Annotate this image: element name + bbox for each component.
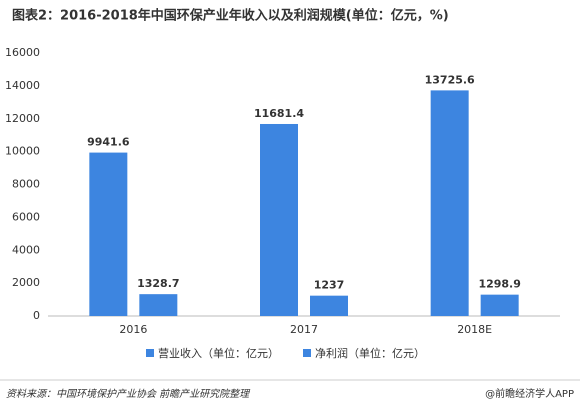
bar	[480, 294, 519, 316]
y-tick-label: 14000	[5, 79, 40, 92]
legend-label: 营业收入（单位：亿元）	[158, 346, 279, 360]
value-label: 13725.6	[425, 73, 475, 86]
bar	[430, 90, 469, 316]
y-tick-label: 8000	[12, 178, 40, 191]
y-tick-label: 0	[33, 309, 40, 322]
bar	[89, 152, 128, 316]
y-tick-label: 12000	[5, 112, 40, 125]
y-tick-label: 10000	[5, 145, 40, 158]
x-tick-label: 2016	[119, 323, 147, 336]
x-tick-label: 2018E	[457, 323, 492, 336]
x-tick-label: 2017	[290, 323, 318, 336]
bar	[260, 123, 298, 316]
bar	[310, 295, 348, 316]
y-tick-label: 2000	[12, 276, 40, 289]
value-label: 1237	[314, 279, 345, 292]
y-tick-label: 16000	[5, 46, 40, 59]
value-label: 11681.4	[254, 107, 304, 120]
value-label: 1298.9	[478, 278, 520, 291]
legend-swatch	[146, 349, 154, 357]
bar	[139, 294, 178, 316]
legend-label: 净利润（单位：亿元）	[315, 346, 425, 360]
value-label: 1328.7	[137, 277, 179, 290]
source: 资料来源：中国环境保护产业协会 前瞻产业研究院整理	[6, 388, 251, 400]
y-tick-label: 6000	[12, 210, 40, 223]
legend-swatch	[303, 349, 311, 357]
chart-title: 图表2：2016-2018年中国环保产业年收入以及利润规模(单位：亿元，%)	[12, 8, 449, 24]
credit: @前瞻经济学人APP	[485, 387, 574, 400]
value-label: 9941.6	[87, 136, 130, 149]
y-tick-label: 4000	[12, 243, 40, 256]
